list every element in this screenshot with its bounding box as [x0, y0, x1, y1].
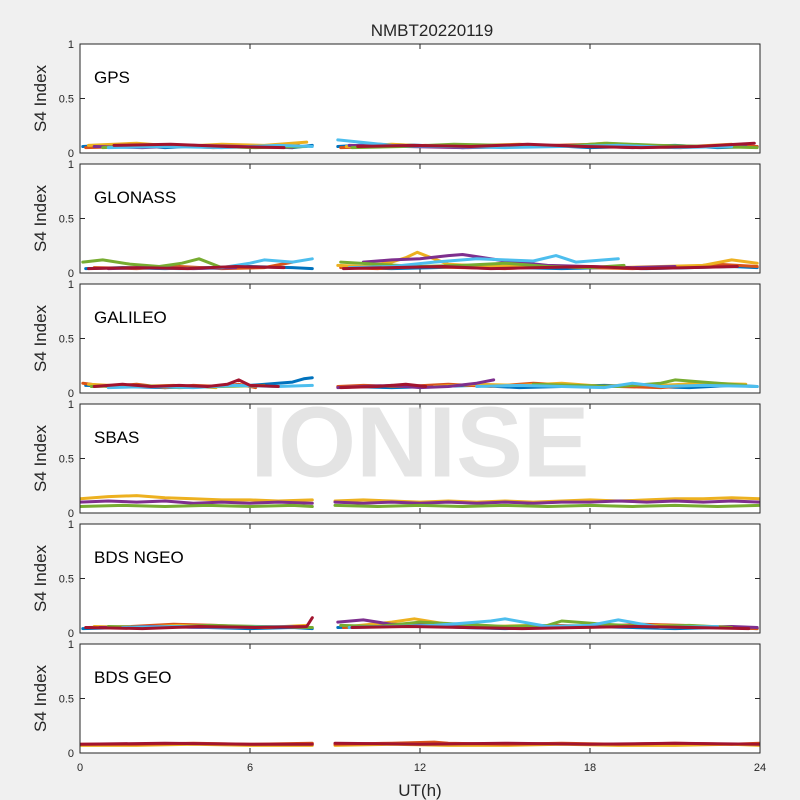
panel-series-group: [81, 138, 759, 150]
y-tick-label: 0.5: [59, 694, 74, 706]
panel-frame: [79, 643, 761, 754]
y-axis-label: S4 Index: [31, 184, 50, 252]
x-axis-label: UT(h): [398, 781, 441, 800]
series-line: [92, 378, 280, 388]
panel-series-group: [81, 376, 759, 390]
series-line: [475, 381, 759, 390]
panel: 0 0.5 1 SBAS S4 Index: [31, 399, 761, 520]
panel: 0 0.5 1 GPS S4 Index: [31, 39, 761, 160]
series-line: [342, 265, 739, 271]
series-line: [84, 616, 314, 631]
series-line: [87, 265, 286, 271]
y-tick-label: 1: [68, 279, 74, 291]
y-tick-label: 0: [68, 508, 74, 520]
y-tick-label: 0.5: [59, 454, 74, 466]
y-tick-label: 0.5: [59, 574, 74, 586]
series-line: [356, 141, 756, 150]
series-line: [336, 250, 759, 270]
panel-label: GALILEO: [94, 308, 167, 327]
panel-frame: [79, 43, 761, 154]
y-tick-label: 1: [68, 519, 74, 531]
y-tick-label: 1: [68, 159, 74, 171]
panel: 0 0.5 1 BDS NGEO S4 Index: [31, 519, 761, 640]
panel-series-group: [80, 740, 760, 747]
y-tick-label: 0.5: [59, 334, 74, 346]
panel-plot-area: [80, 164, 760, 273]
y-tick-label: 1: [68, 39, 74, 51]
panel-series-group: [81, 250, 759, 271]
y-tick-label: 0: [68, 268, 74, 280]
panel-label: GLONASS: [94, 188, 176, 207]
series-line: [347, 254, 620, 270]
panel-label: GPS: [94, 68, 130, 87]
y-tick-label: 1: [68, 639, 74, 651]
series-line: [339, 382, 428, 390]
panel-label: BDS NGEO: [94, 548, 184, 567]
y-tick-label: 0: [68, 628, 74, 640]
panel-frame: [79, 523, 761, 634]
y-axis-label: S4 Index: [31, 304, 50, 372]
panel-plot-area: [80, 284, 760, 393]
series-line: [80, 494, 314, 503]
y-tick-label: 0: [68, 148, 74, 160]
panel-series-group: [80, 494, 760, 508]
y-tick-label: 1: [68, 399, 74, 411]
panel-frame: [79, 403, 761, 514]
series-line: [333, 503, 760, 508]
panel-frame: [79, 163, 761, 274]
x-tick-label: 24: [754, 762, 766, 774]
x-tick-label: 6: [247, 762, 253, 774]
series-line: [333, 499, 760, 505]
y-tick-label: 0: [68, 748, 74, 760]
y-tick-label: 0.5: [59, 214, 74, 226]
panel-label: SBAS: [94, 428, 139, 447]
y-tick-label: 0: [68, 388, 74, 400]
panel-plot-area: [80, 524, 760, 633]
panel-plot-area: [80, 644, 760, 753]
panel-label: BDS GEO: [94, 668, 171, 687]
watermark-text: IONISE: [251, 386, 590, 498]
x-tick-label: 12: [414, 762, 426, 774]
y-axis-label: S4 Index: [31, 424, 50, 492]
series-line: [81, 257, 224, 270]
series-line: [112, 142, 286, 150]
panels: 0 0.5 1 GPS S4 Index 0 0.5 1 GLONASS S4 Index 0 0.5…: [31, 39, 761, 760]
figure-title: NMBT20220119: [371, 21, 494, 40]
y-tick-label: 0.5: [59, 94, 74, 106]
x-tick-label: 18: [584, 762, 596, 774]
panel-plot-area: [80, 404, 760, 513]
y-axis-label: S4 Index: [31, 664, 50, 732]
x-axis: 0 6 12 18 24: [77, 762, 766, 774]
x-tick-label: 0: [77, 762, 83, 774]
panel: 0 0.5 1 BDS GEO S4 Index: [31, 639, 761, 760]
series-line: [80, 503, 314, 508]
panel: 0 0.5 1 GALILEO S4 Index: [31, 279, 761, 400]
panel-series-group: [81, 616, 759, 631]
panel-frame: [79, 283, 761, 394]
series-line: [333, 741, 760, 746]
y-axis-label: S4 Index: [31, 544, 50, 612]
series-line: [350, 625, 751, 631]
y-axis-label: S4 Index: [31, 64, 50, 132]
panel: 0 0.5 1 GLONASS S4 Index: [31, 159, 761, 280]
panel-plot-area: [80, 44, 760, 153]
series-line: [80, 741, 314, 746]
series-line: [80, 499, 314, 505]
